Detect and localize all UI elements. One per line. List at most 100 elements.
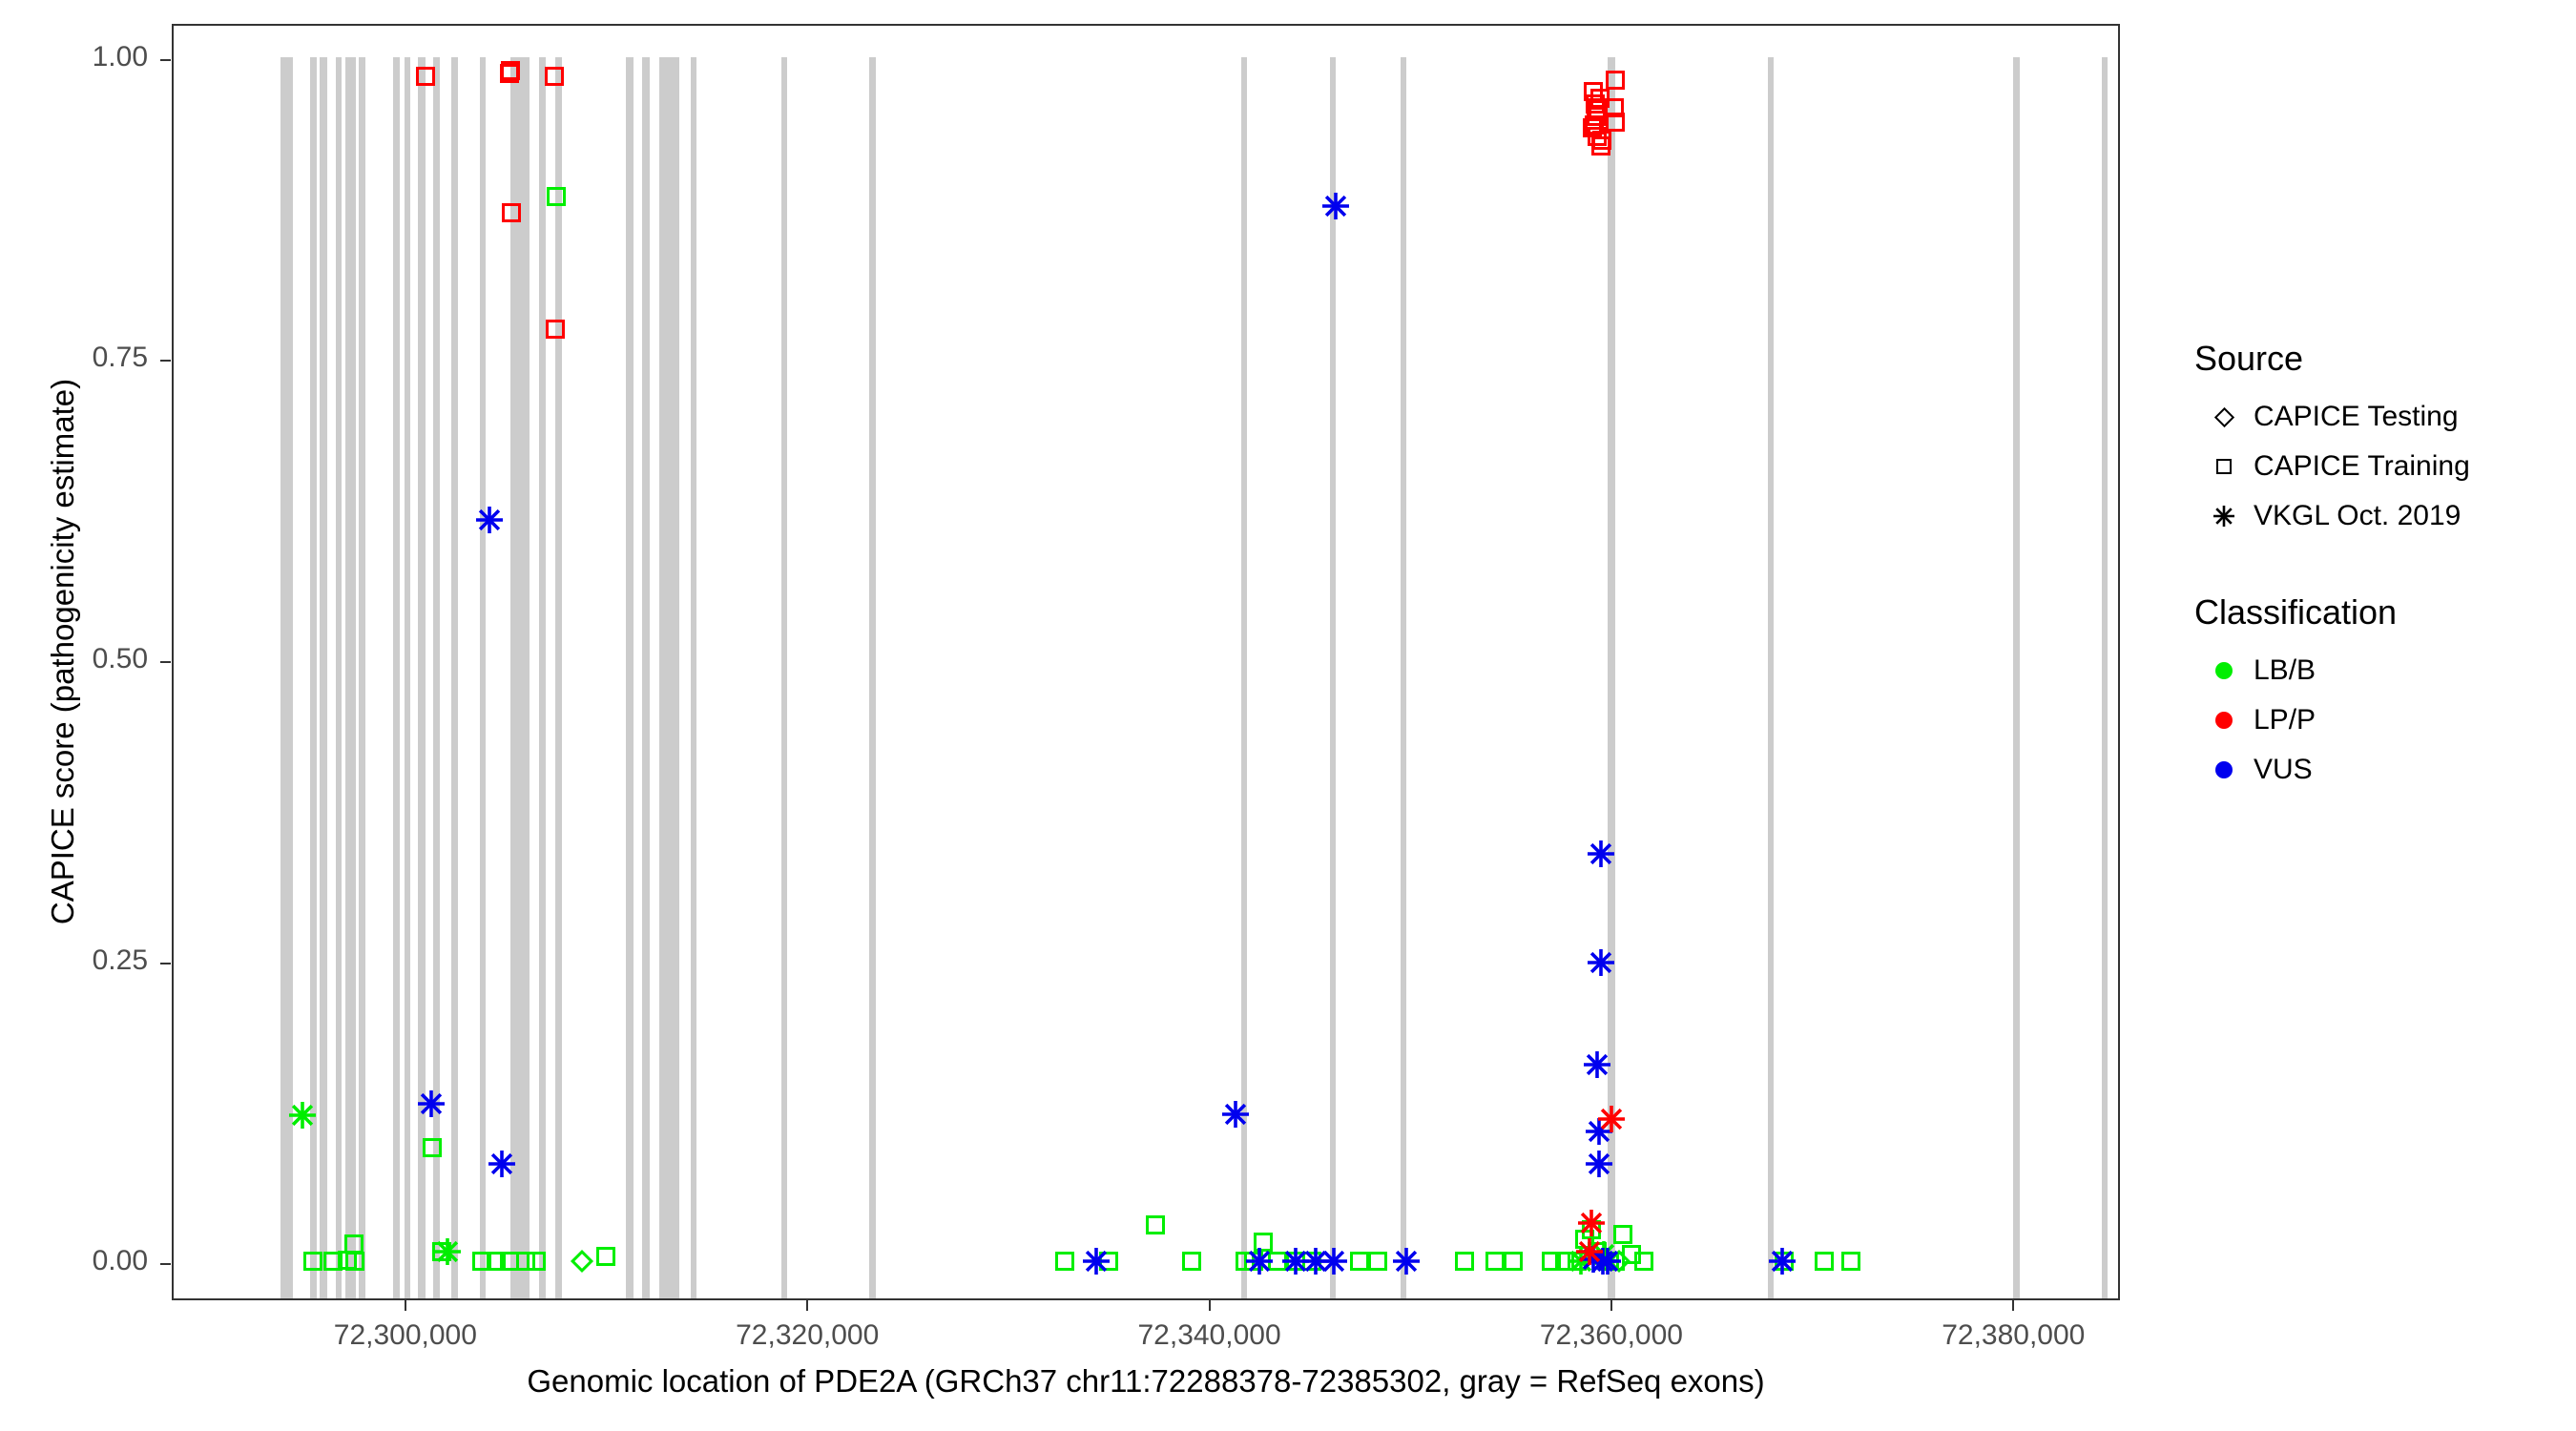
data-point-diamond — [571, 1250, 594, 1274]
data-point-square — [1585, 94, 1605, 114]
data-point-square — [1350, 1252, 1370, 1272]
data-point-square — [1589, 100, 1609, 120]
exon-band — [1400, 57, 1406, 1298]
legend-title-source: Source — [2194, 339, 2304, 378]
exon-band — [1329, 57, 1337, 1298]
data-point-asterisk — [1390, 1245, 1423, 1277]
legend-item-label: LB/B — [2254, 654, 2316, 686]
data-point-square — [1181, 1252, 1201, 1272]
legend-item-classification-lb-b[interactable]: LB/B — [2194, 646, 2557, 695]
exon-band — [336, 57, 343, 1298]
dot-key-icon — [2215, 761, 2233, 778]
data-point-square — [1583, 82, 1603, 102]
dot-key-icon — [2215, 712, 2233, 729]
y-tick-label: 1.00 — [92, 40, 148, 73]
exon-band — [642, 57, 650, 1298]
legend-key-dot — [2194, 712, 2254, 729]
data-point-square — [1621, 1244, 1641, 1264]
exon-band — [320, 57, 327, 1298]
data-point-square — [1815, 1252, 1835, 1272]
legend-item-label: CAPICE Training — [2254, 450, 2470, 482]
y-tick-label: 0.25 — [92, 944, 148, 976]
data-point-square — [1503, 1252, 1523, 1272]
exon-band — [659, 57, 680, 1298]
data-point-square — [1575, 1230, 1595, 1250]
y-tick-mark — [160, 962, 171, 964]
data-point-square — [1840, 1252, 1860, 1272]
data-point-asterisk — [473, 504, 506, 536]
data-point-square — [1584, 114, 1604, 135]
asterisk-key-icon — [2211, 503, 2237, 529]
exon-band — [393, 57, 401, 1298]
y-tick-label: 0.75 — [92, 342, 148, 374]
plot-area — [174, 26, 2118, 1298]
exon-band — [404, 57, 410, 1298]
data-point-square — [1145, 1215, 1165, 1235]
exon-band — [626, 57, 634, 1298]
exon-band — [2101, 57, 2109, 1298]
exon-band — [1241, 57, 1248, 1298]
legend-key-asterisk — [2194, 503, 2254, 529]
exon-band — [510, 57, 530, 1298]
exon-band — [359, 57, 365, 1298]
exon-band — [433, 57, 440, 1298]
legend: Source CAPICE Testing CAPICE Training VKGL… — [2194, 339, 2557, 795]
legend-item-source-capice-testing[interactable]: CAPICE Testing — [2194, 392, 2557, 442]
exon-band — [280, 57, 293, 1298]
exon-band — [554, 57, 563, 1298]
x-tick-label: 72,380,000 — [1942, 1319, 2086, 1351]
data-point-square — [1588, 127, 1608, 147]
data-point-square — [1587, 106, 1607, 126]
exon-band — [309, 57, 318, 1298]
data-point-square — [1541, 1252, 1561, 1272]
data-point-square — [1099, 1252, 1119, 1272]
legend-item-label: VUS — [2254, 754, 2313, 785]
legend-item-label: LP/P — [2254, 704, 2316, 736]
y-tick-mark — [160, 661, 171, 663]
exon-band — [479, 57, 486, 1298]
exon-band — [2013, 57, 2020, 1298]
x-tick-mark — [2012, 1300, 2015, 1311]
legend-group-source: CAPICE Testing CAPICE Training VKGL Oct. 2… — [2194, 392, 2557, 541]
data-point-square — [1268, 1252, 1288, 1272]
legend-item-label: CAPICE Testing — [2254, 401, 2459, 432]
exon-band — [780, 57, 788, 1298]
data-point-asterisk — [1243, 1245, 1276, 1277]
data-point-square — [1368, 1252, 1388, 1272]
data-point-asterisk — [1588, 1238, 1620, 1271]
x-tick-label: 72,340,000 — [1137, 1319, 1281, 1351]
data-point-square — [1455, 1252, 1475, 1272]
data-point-asterisk — [1080, 1245, 1112, 1277]
data-point-square — [1582, 118, 1602, 138]
y-tick-mark — [160, 360, 171, 363]
legend-item-source-vkgl-oct-2019[interactable]: VKGL Oct. 2019 — [2194, 491, 2557, 541]
data-point-asterisk — [1279, 1245, 1312, 1277]
exon-band — [1607, 57, 1616, 1298]
legend-spacer — [2194, 541, 2557, 592]
data-point-square — [1568, 1252, 1587, 1272]
data-point-square — [1054, 1252, 1074, 1272]
data-point-square — [1581, 1220, 1601, 1240]
legend-key-dot — [2194, 761, 2254, 778]
exon-band — [1768, 57, 1775, 1298]
exon-band — [418, 57, 426, 1298]
diamond-key-icon — [2213, 406, 2234, 427]
legend-key-square — [2194, 459, 2254, 474]
data-point-square — [596, 1247, 616, 1267]
data-point-square — [1286, 1252, 1306, 1272]
data-point-asterisk — [1575, 1207, 1608, 1239]
legend-item-classification-lp-p[interactable]: LP/P — [2194, 695, 2557, 745]
data-point-square — [1613, 1225, 1633, 1245]
x-tick-mark — [1208, 1300, 1211, 1311]
x-tick-mark — [404, 1300, 406, 1311]
x-tick-label: 72,300,000 — [333, 1319, 477, 1351]
data-point-asterisk — [1319, 190, 1352, 222]
data-point-asterisk — [1565, 1245, 1597, 1277]
plot-panel — [172, 24, 2120, 1300]
legend-item-source-capice-training[interactable]: CAPICE Training — [2194, 442, 2557, 491]
legend-item-label: VKGL Oct. 2019 — [2254, 500, 2462, 531]
exon-band — [538, 57, 547, 1298]
legend-title-classification: Classification — [2194, 592, 2398, 632]
legend-item-classification-vus[interactable]: VUS — [2194, 745, 2557, 795]
